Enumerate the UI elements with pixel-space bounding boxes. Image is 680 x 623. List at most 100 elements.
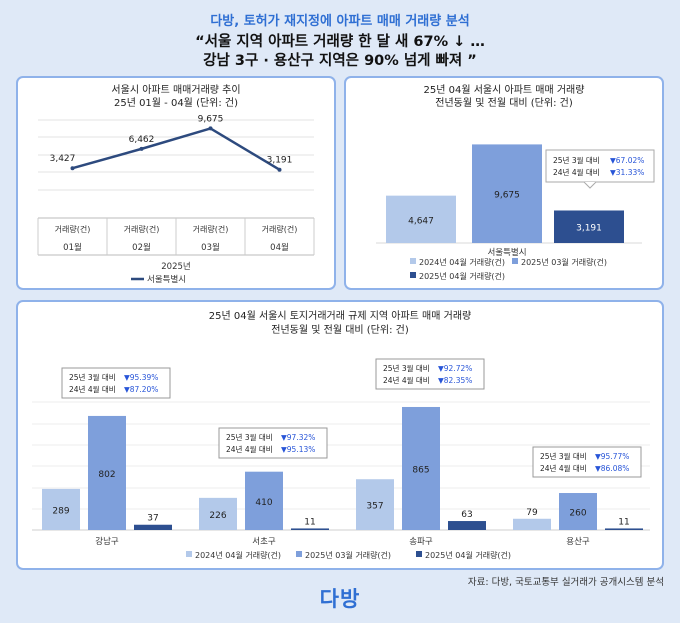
line-chart-title: 서울시 아파트 매매거래량 추이 xyxy=(111,85,241,96)
data-point xyxy=(70,166,75,171)
bar-송파구 xyxy=(448,521,486,530)
annotation-box xyxy=(532,446,642,478)
annotation-line2-value: ▼87.20% xyxy=(124,385,158,394)
legend-label: 2025년 03월 거래량(건) xyxy=(521,257,607,267)
annotation-line2-label: 24년 4월 대비 xyxy=(69,384,116,394)
district-bar-svg: 289 802 37 강남구 25년 3월 대비 ▼95.39% 24년 4월 대비 ▼87.… xyxy=(32,358,650,560)
bar-value-label: 9,675 xyxy=(494,191,520,201)
bar-서초구 xyxy=(199,497,237,530)
bar-value-label: 410 xyxy=(255,498,272,508)
annotation-line1-label: 25년 3월 대비 xyxy=(553,155,600,165)
x-tick-label: 서초구 xyxy=(252,537,276,547)
legend-label: 2024년 04월 거래량(건) xyxy=(419,257,505,267)
annotation-line1-label: 25년 3월 대비 xyxy=(226,432,273,442)
seoul-bar-panel: 25년 04월 서울시 아파트 매매 거래량 전년동월 및 전월 대비 (단위:… xyxy=(344,76,664,290)
data-label: 3,191 xyxy=(267,156,293,166)
legend-label: 2025년 04월 거래량(건) xyxy=(425,550,511,560)
legend-swatch xyxy=(186,551,192,557)
bar-value-label: 4,647 xyxy=(408,216,434,226)
bar-강남구 xyxy=(134,524,172,530)
x-tick-label: 용산구 xyxy=(566,536,590,547)
header-title-line2: 강남 3구 · 용산구 지역은 90% 넘게 빠져 ” xyxy=(203,53,477,69)
x-tick-label: 04월 xyxy=(270,242,289,253)
annotation-line1-value: ▼92.72% xyxy=(438,364,472,373)
data-point xyxy=(139,146,144,151)
bar-value-label: 865 xyxy=(412,465,429,475)
bar-3 xyxy=(554,210,624,243)
annotation-line2-label: 24년 4월 대비 xyxy=(226,444,273,454)
annotation-box xyxy=(545,149,655,183)
data-point xyxy=(208,126,213,131)
annotation-line1-label: 25년 3월 대비 xyxy=(383,363,430,373)
annotation-line1-value: ▼95.39% xyxy=(124,373,158,382)
source-note: 자료: 다방, 국토교통부 실거래가 공개시스템 분석 xyxy=(467,577,664,588)
legend-label: 2025년 03월 거래량(건) xyxy=(305,550,391,560)
legend-swatch xyxy=(410,272,416,278)
annotation-box xyxy=(61,367,171,399)
bar-value-label: 63 xyxy=(461,510,472,520)
annotation-line2-label: 24년 4월 대비 xyxy=(553,167,600,177)
bar-value-label: 79 xyxy=(526,508,538,518)
x-tick-label: 서울특별시 xyxy=(487,247,526,258)
header-title-line1: “서울 지역 아파트 거래량 한 달 새 67% ↓ … xyxy=(195,34,485,50)
district-bar-title: 25년 04월 서울시 토지거래거래 규제 지역 아파트 매매 거래량 xyxy=(208,311,472,322)
data-label: 6,462 xyxy=(129,135,155,145)
bar-value-label: 260 xyxy=(569,509,586,519)
dabang-logo: 다방 xyxy=(319,587,361,611)
bar-송파구 xyxy=(356,479,394,530)
annotation-line1-label: 25년 3월 대비 xyxy=(69,372,116,382)
legend-swatch xyxy=(410,258,416,264)
series-line-seoul xyxy=(72,127,281,171)
annotation-pointer xyxy=(583,181,597,189)
seoul-bar-subtitle: 전년동월 및 전월 대비 (단위: 건) xyxy=(435,98,573,109)
seoul-bar-svg: 4,647 9,675 3,191 서울특별시 25년 3월 대비 ▼67.02% 24년 … xyxy=(376,144,655,281)
bar-서초구 xyxy=(245,471,283,530)
header-subtitle: 다방, 토허가 재지정에 아파트 매매 거래량 분석 xyxy=(210,14,470,29)
district-bar-subtitle: 전년동월 및 전월 대비 (단위: 건) xyxy=(271,325,409,336)
bar-강남구 xyxy=(88,415,126,530)
bar-용산구 xyxy=(559,493,597,530)
seoul-bar-title: 25년 04월 서울시 아파트 매매 거래량 xyxy=(423,85,585,96)
annotation-box xyxy=(375,358,485,390)
annotation-line1-value: ▼67.02% xyxy=(610,156,644,165)
bar-value-label: 11 xyxy=(618,517,629,527)
annotation-line1-value: ▼95.77% xyxy=(595,452,629,461)
bar-송파구 xyxy=(402,406,440,530)
category-metric-label: 거래량(건) xyxy=(193,224,229,234)
bar-2 xyxy=(472,144,542,243)
bar-value-label: 3,191 xyxy=(576,224,602,234)
category-metric-label: 거래량(건) xyxy=(262,224,298,234)
legend-swatch xyxy=(512,258,518,264)
annotation-line2-value: ▼86.08% xyxy=(595,464,629,473)
annotation-box xyxy=(218,427,328,459)
legend-label: 2024년 04월 거래량(건) xyxy=(195,550,281,560)
bar-value-label: 11 xyxy=(304,517,315,527)
annotation-line2-value: ▼95.13% xyxy=(281,445,315,454)
legend-swatch xyxy=(296,551,302,557)
annotation-line1-label: 25년 3월 대비 xyxy=(540,451,587,461)
bar-value-label: 289 xyxy=(52,506,69,516)
bar-강남구 xyxy=(42,488,80,530)
x-tick-label: 강남구 xyxy=(95,536,119,547)
x-tick-label: 02월 xyxy=(132,242,151,253)
bar-value-label: 357 xyxy=(366,502,383,512)
x-year-label: 2025년 xyxy=(161,261,190,272)
annotation-line2-label: 24년 4월 대비 xyxy=(540,463,587,473)
x-tick-label: 03월 xyxy=(201,242,220,253)
annotation-line2-value: ▼82.35% xyxy=(438,376,472,385)
line-chart-subtitle: 25년 01월 - 04월 (단위: 건) xyxy=(113,98,239,109)
annotation-line2-value: ▼31.33% xyxy=(610,168,644,177)
annotation-line1-value: ▼97.32% xyxy=(281,433,315,442)
line-chart-panel: 서울시 아파트 매매거래량 추이 25년 01월 - 04월 (단위: 건) 3… xyxy=(16,76,336,290)
data-label: 9,675 xyxy=(198,114,224,124)
bar-value-label: 802 xyxy=(98,470,115,480)
bar-1 xyxy=(386,195,456,243)
category-metric-label: 거래량(건) xyxy=(124,224,160,234)
bar-용산구 xyxy=(513,518,551,530)
annotation-line2-label: 24년 4월 대비 xyxy=(383,375,430,385)
legend-label: 2025년 04월 거래량(건) xyxy=(419,271,505,281)
bar-용산구 xyxy=(605,528,643,530)
bar-서초구 xyxy=(291,528,329,530)
line-chart-svg: 3,427 6,462 9,675 3,191 거래량(건) 01월 거래량(건) 02월 거래… xyxy=(37,114,315,285)
bar-value-label: 37 xyxy=(147,514,158,524)
